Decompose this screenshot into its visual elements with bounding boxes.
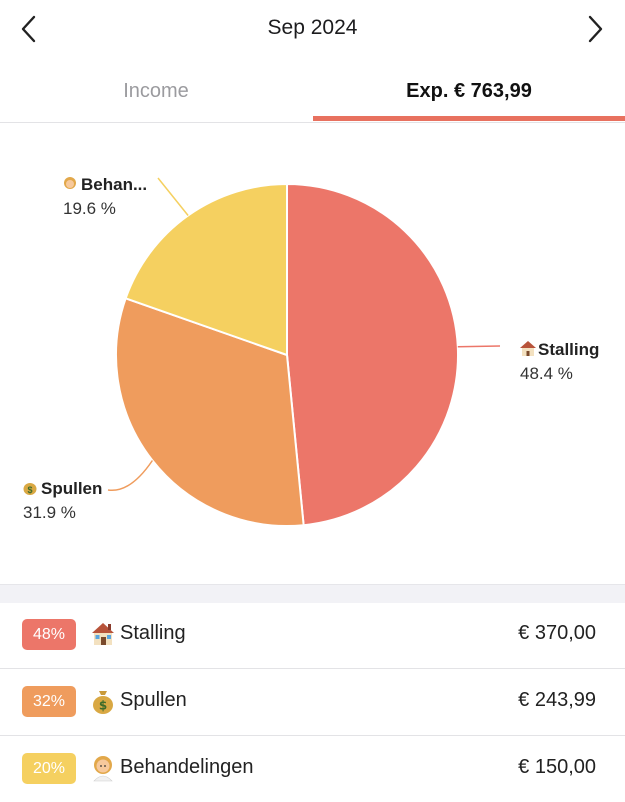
pie-slice-stalling[interactable] [286,182,459,527]
list-item-label: Behandelingen [120,756,254,778]
list-item-amount: € 370,00 [518,622,596,644]
next-month-button[interactable] [582,14,610,44]
slice-percent-label: 31.9 % [23,503,76,522]
money-bag-icon: $ [93,691,113,714]
list-item-stalling[interactable]: 48% Stalling € 370,00 [0,602,625,669]
tab-income[interactable]: Income [123,79,189,102]
list-item-behandelingen[interactable]: 20% Behandelingen € 150,00 [0,736,625,802]
slice-name-label: Behan... [81,175,147,194]
list-item-amount: € 150,00 [518,756,596,778]
pie-slice-spullen[interactable] [115,297,305,527]
chevron-left-icon [21,15,36,43]
leader-line-spullen [107,460,154,492]
list-item-spullen[interactable]: 32% $ Spullen € 243,99 [0,669,625,736]
pie-chart: Stalling 48.4 % $ Spullen 31.9 % Behan... 19.6… [0,122,625,584]
slice-name-label: Stalling [538,340,599,359]
percent-badge: 48% [22,619,76,650]
section-divider [0,584,625,603]
tab-expense[interactable]: Exp. € 763,99 [406,79,532,102]
house-icon [520,341,536,356]
percent-badge: 32% [22,686,76,717]
slice-percent-label: 48.4 % [520,364,573,383]
person-icon [64,177,76,189]
money-bag-icon: $ [23,483,37,495]
active-tab-indicator [313,116,625,121]
category-list: 48% Stalling € 370,00 32% $ Spullen € 24… [0,602,625,802]
header: Sep 2024 [0,0,625,58]
month-title: Sep 2024 [267,16,358,39]
pie-slice-behandelingen[interactable] [124,182,288,357]
slice-name-label: Spullen [41,479,102,498]
percent-badge: 20% [22,753,76,784]
house-icon [92,623,114,645]
pie-chart-svg: Stalling 48.4 % $ Spullen 31.9 % Behan... 19.6… [23,175,599,527]
slice-label-stalling: Stalling 48.4 % [520,340,599,383]
svg-text:$: $ [99,699,107,713]
chevron-right-icon [588,15,603,43]
leader-line-behandelingen [157,177,189,216]
previous-month-button[interactable] [16,14,44,44]
list-item-label: Stalling [120,622,186,644]
list-item-label: Spullen [120,689,187,711]
svg-text:$: $ [27,485,32,495]
list-item-amount: € 243,99 [518,689,596,711]
slice-label-spullen: $ Spullen 31.9 % [23,479,102,522]
leader-line-stalling [457,345,501,348]
slice-percent-label: 19.6 % [63,199,116,218]
person-icon [93,756,113,782]
tab-bar: Income Exp. € 763,99 [0,62,625,123]
slice-label-behandelingen: Behan... 19.6 % [63,175,147,218]
